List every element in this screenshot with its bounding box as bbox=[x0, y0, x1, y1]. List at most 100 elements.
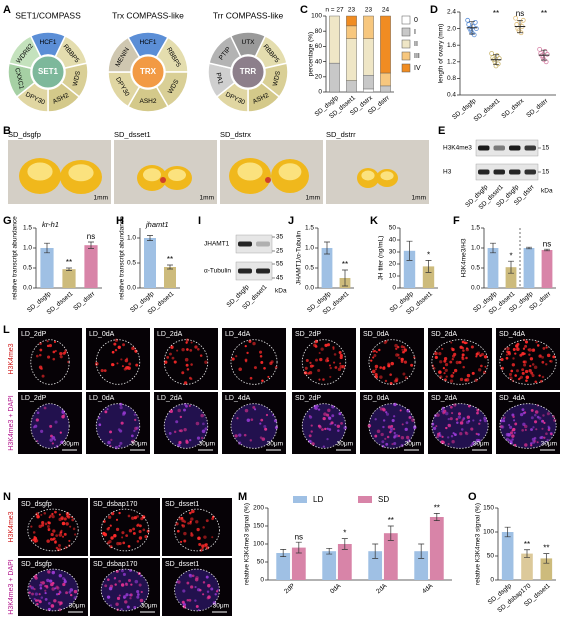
nucleus bbox=[49, 438, 53, 442]
nucleus bbox=[543, 436, 546, 439]
bar-segment bbox=[363, 88, 374, 93]
nucleus bbox=[114, 348, 118, 352]
nucleus bbox=[46, 340, 49, 343]
nucleus bbox=[65, 511, 70, 516]
nucleus bbox=[329, 375, 332, 379]
nucleus bbox=[122, 411, 126, 415]
nucleus bbox=[328, 428, 332, 431]
legend-swatch bbox=[401, 15, 411, 25]
x-tick-label: 2dP bbox=[283, 582, 296, 595]
panel-label: F bbox=[453, 215, 460, 227]
panel-caption: SD_2dA bbox=[431, 395, 457, 402]
x-tick-label: 2dA bbox=[375, 582, 389, 595]
nucleus bbox=[500, 425, 505, 429]
x-tick-label: 0dA bbox=[329, 582, 343, 595]
nucleus bbox=[438, 434, 442, 437]
bar bbox=[164, 267, 176, 288]
y-tick-label: 1.0 bbox=[471, 245, 480, 252]
nucleus bbox=[44, 597, 48, 601]
panel-caption: SD_2dP bbox=[295, 395, 321, 402]
nucleus bbox=[63, 532, 67, 536]
nucleus bbox=[451, 440, 455, 444]
nucleus bbox=[43, 406, 47, 410]
nucleus bbox=[71, 518, 75, 522]
nucleus bbox=[109, 430, 113, 434]
nucleus bbox=[442, 366, 445, 370]
x-tick-label: SD_dstrr bbox=[525, 97, 550, 119]
nucleus bbox=[52, 357, 56, 361]
nucleus bbox=[53, 599, 57, 603]
nucleus bbox=[310, 424, 313, 427]
nucleus bbox=[483, 418, 488, 423]
nucleus bbox=[189, 438, 192, 442]
nucleus bbox=[108, 586, 113, 591]
nucleus bbox=[190, 585, 194, 589]
nucleus bbox=[195, 520, 199, 524]
nucleus bbox=[383, 366, 386, 369]
nucleus bbox=[201, 546, 204, 550]
y-tick-label: 150 bbox=[483, 505, 494, 512]
nucleus bbox=[48, 602, 51, 605]
nucleus bbox=[466, 373, 471, 378]
nucleus bbox=[121, 531, 125, 535]
nucleus bbox=[259, 422, 262, 425]
y-tick-label: 1.5 bbox=[23, 225, 32, 232]
region-outline bbox=[30, 403, 70, 449]
nucleus bbox=[385, 412, 390, 416]
nucleus bbox=[69, 525, 72, 528]
nucleus bbox=[64, 546, 68, 549]
nucleus bbox=[196, 436, 201, 440]
nucleus bbox=[533, 436, 537, 440]
region-outline bbox=[30, 339, 70, 385]
data-point bbox=[489, 51, 495, 56]
nucleus bbox=[336, 424, 341, 429]
nucleus bbox=[129, 597, 132, 600]
nucleus bbox=[28, 591, 31, 594]
nucleus bbox=[207, 584, 211, 588]
nucleus bbox=[393, 415, 396, 418]
nucleus bbox=[541, 375, 545, 379]
nucleus bbox=[541, 419, 545, 423]
nucleus bbox=[370, 359, 373, 362]
y-tick-label: 60 bbox=[315, 43, 323, 50]
nucleus bbox=[530, 428, 533, 431]
panel-label: O bbox=[468, 491, 477, 503]
nucleus bbox=[65, 522, 69, 526]
nucleus bbox=[182, 600, 185, 604]
scale-label: 1mm bbox=[306, 195, 320, 202]
x-tick-label: SD_dstrr bbox=[72, 290, 97, 312]
error-bar bbox=[147, 235, 153, 241]
nucleus bbox=[183, 531, 187, 536]
nucleus bbox=[442, 411, 445, 415]
nucleus bbox=[318, 352, 321, 355]
nucleus bbox=[441, 347, 444, 350]
bar-segment bbox=[380, 15, 391, 74]
nucleus bbox=[334, 366, 338, 369]
blot-band bbox=[493, 169, 505, 175]
region-outline bbox=[95, 339, 141, 385]
x-tick-label: 4dA bbox=[421, 582, 435, 595]
y-axis-label: percentage (%) bbox=[308, 32, 315, 76]
legend-label: III bbox=[414, 53, 420, 60]
subunit-label: HCF1 bbox=[140, 39, 157, 46]
nucleus bbox=[549, 360, 552, 363]
nucleus bbox=[142, 528, 146, 532]
panel-caption: SD_dsbap170 bbox=[93, 561, 137, 568]
bar bbox=[337, 544, 352, 580]
ovary-highlight bbox=[68, 164, 94, 182]
blot-row-label: H3K4me3 bbox=[443, 145, 472, 152]
panel-label: G bbox=[3, 215, 12, 227]
nucleus bbox=[52, 537, 56, 541]
nucleus bbox=[36, 599, 40, 602]
y-tick-label: 50 bbox=[487, 553, 495, 560]
nucleus bbox=[261, 379, 264, 382]
nucleus bbox=[253, 366, 257, 370]
blot-row-label: α-Tubulin bbox=[204, 268, 231, 275]
nucleus bbox=[34, 592, 39, 596]
error-bar bbox=[88, 241, 94, 249]
nucleus bbox=[385, 411, 388, 414]
nucleus bbox=[455, 360, 460, 365]
nucleus bbox=[244, 360, 248, 363]
nucleus bbox=[475, 432, 478, 436]
nucleus bbox=[166, 355, 170, 359]
